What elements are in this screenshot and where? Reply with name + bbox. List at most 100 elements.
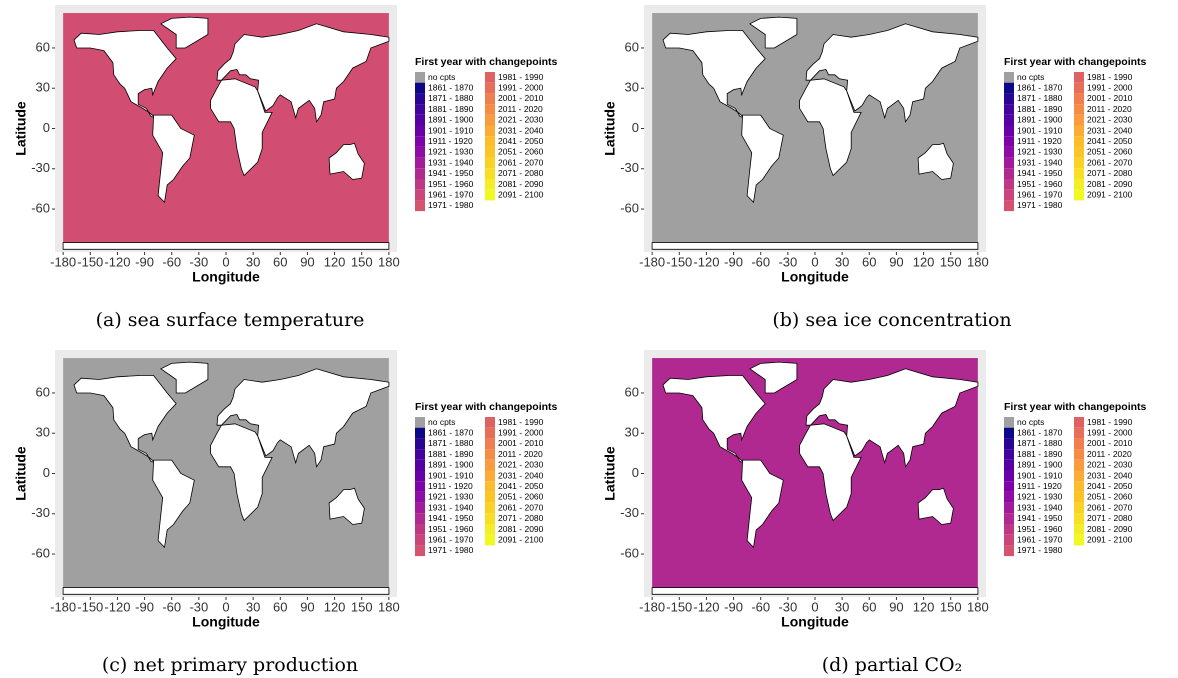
legend-swatch xyxy=(485,449,495,460)
legend-swatch xyxy=(1074,481,1084,492)
land xyxy=(62,587,390,595)
legend-swatch xyxy=(485,417,495,428)
y-axis-title: Latitude xyxy=(13,101,29,156)
y-tick-label: 30 xyxy=(36,80,50,95)
legend-label: 1911 - 1920 xyxy=(428,481,473,491)
legend-label: 1901 - 1910 xyxy=(428,470,474,480)
x-tick-label: -120 xyxy=(104,254,130,269)
y-tick-label: -30 xyxy=(31,505,50,520)
legend-label: 1991 - 2000 xyxy=(498,427,544,437)
x-tick-label: 30 xyxy=(835,599,849,614)
x-tick-label: 0 xyxy=(811,599,818,614)
legend-swatch xyxy=(1004,534,1014,546)
legend-title: First year with changepoints xyxy=(415,56,558,68)
y-tick-label: 60 xyxy=(36,39,50,54)
legend-label: 1961 - 1970 xyxy=(1017,534,1063,544)
legend-swatch xyxy=(1074,438,1084,450)
y-axis-title: Latitude xyxy=(602,446,618,501)
y-tick-label: 30 xyxy=(36,425,50,440)
land xyxy=(73,30,177,119)
x-tick-label: -30 xyxy=(778,599,797,614)
x-tick-label: -180 xyxy=(639,254,665,269)
legend-swatch xyxy=(415,82,425,94)
legend-label: 1871 - 1880 xyxy=(1017,438,1063,448)
legend-label: 2041 - 2050 xyxy=(498,481,544,491)
legend-label: 2071 - 2080 xyxy=(498,168,544,178)
legend-swatch xyxy=(1004,200,1014,212)
land xyxy=(917,487,954,525)
y-tick-label: -30 xyxy=(620,160,639,175)
legend-label: 1941 - 1950 xyxy=(428,513,474,523)
legend-label: 2031 - 2040 xyxy=(498,470,544,480)
legend-swatch xyxy=(1004,104,1014,115)
legend-swatch xyxy=(485,157,495,169)
legend-label: 2041 - 2050 xyxy=(1087,481,1133,491)
legend-swatch xyxy=(1074,524,1084,535)
legend-label: 2001 - 2010 xyxy=(1087,93,1133,103)
legend-label: 2061 - 2070 xyxy=(498,157,544,167)
land xyxy=(216,368,390,468)
legend-label: 1971 - 1980 xyxy=(428,200,474,210)
legend-label: 2091 - 2100 xyxy=(498,189,544,199)
legend-title: First year with changepoints xyxy=(1004,401,1147,413)
x-tick-label: 60 xyxy=(273,254,287,269)
legend-swatch xyxy=(1004,524,1014,535)
legend-label: 1891 - 1900 xyxy=(1017,460,1063,470)
legend-label: 2081 - 2090 xyxy=(1087,524,1133,534)
land xyxy=(62,242,390,250)
x-tick-label: -150 xyxy=(666,254,692,269)
x-tick-label: -150 xyxy=(77,254,103,269)
x-tick-label: 30 xyxy=(246,599,260,614)
map xyxy=(651,358,979,595)
y-tick-label: 0 xyxy=(632,465,639,480)
legend-label: 1911 - 1920 xyxy=(1017,481,1062,491)
legend-label: 2061 - 2070 xyxy=(1087,157,1133,167)
legend-label: 2061 - 2070 xyxy=(1087,502,1133,512)
legend-label: 1921 - 1930 xyxy=(428,147,474,157)
x-tick-label: 0 xyxy=(222,254,229,269)
legend-label: 2031 - 2040 xyxy=(1087,125,1133,135)
y-tick-label: 0 xyxy=(43,120,50,135)
legend-swatch xyxy=(415,470,425,482)
x-axis-title: Longitude xyxy=(781,614,849,630)
x-tick-label: 0 xyxy=(222,599,229,614)
x-tick-label: 60 xyxy=(273,599,287,614)
legend-swatch xyxy=(485,82,495,94)
legend-swatch xyxy=(485,93,495,105)
land xyxy=(152,114,195,204)
legend-swatch xyxy=(1074,146,1084,158)
legend-label: 1981 - 1990 xyxy=(1087,417,1133,427)
legend-swatch xyxy=(1074,104,1084,115)
x-tick-label: 90 xyxy=(889,254,903,269)
panel: -180 -150 -120 -90 -60 -30 0 30 60 90 120 150 180 -60… xyxy=(602,350,1147,676)
legend-swatch xyxy=(1074,136,1084,147)
legend-label: 1881 - 1890 xyxy=(428,449,474,459)
x-tick-label: 150 xyxy=(940,254,962,269)
legend-label: 1931 - 1940 xyxy=(1017,157,1063,167)
x-tick-label: 90 xyxy=(300,599,314,614)
legend-swatch xyxy=(485,125,495,137)
legend-swatch xyxy=(415,427,425,439)
y-tick-label: -30 xyxy=(31,160,50,175)
legend-swatch xyxy=(485,534,495,546)
land xyxy=(328,142,365,180)
legend-label: 1921 - 1930 xyxy=(1017,147,1063,157)
y-tick-label: 30 xyxy=(625,80,639,95)
x-tick-label: 90 xyxy=(889,599,903,614)
land xyxy=(160,361,209,394)
legend-title: First year with changepoints xyxy=(1004,56,1147,68)
legend-label: 1981 - 1990 xyxy=(498,72,544,82)
legend-swatch xyxy=(485,104,495,115)
legend-swatch xyxy=(415,438,425,450)
legend-swatch xyxy=(415,449,425,460)
x-tick-label: -90 xyxy=(135,599,154,614)
land xyxy=(749,16,798,49)
legend-swatch xyxy=(415,146,425,158)
legend-swatch xyxy=(485,179,495,190)
legend-swatch xyxy=(1004,125,1014,137)
legend-label: 1901 - 1910 xyxy=(428,125,474,135)
legend-swatch xyxy=(1074,459,1084,471)
legend-label: 2031 - 2040 xyxy=(1087,470,1133,480)
legend-swatch xyxy=(1004,417,1014,428)
legend-swatch xyxy=(1074,427,1084,439)
